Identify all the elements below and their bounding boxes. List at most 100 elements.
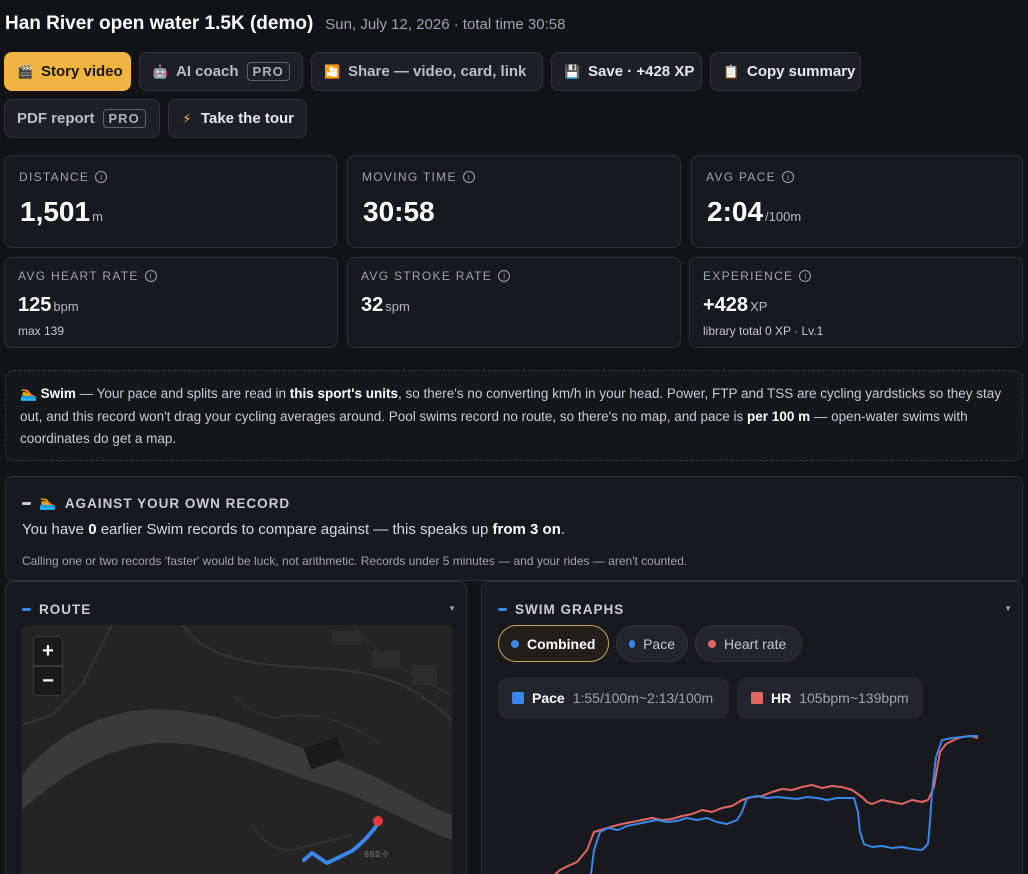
activity-date-total-time: Sun, July 12, 2026 · total time 30:58 bbox=[325, 16, 566, 33]
tab-combined[interactable]: Combined bbox=[498, 625, 609, 662]
tab-label: Combined bbox=[527, 635, 596, 652]
floppy-disk-icon: 💾 bbox=[564, 63, 581, 79]
swimmer-icon: 🏊 bbox=[20, 386, 37, 401]
own-record-panel: 🏊 AGAINST YOUR OWN RECORD You have 0 ear… bbox=[5, 476, 1023, 581]
stat-unit: bpm bbox=[53, 299, 79, 314]
record-text: You have bbox=[22, 521, 89, 538]
own-record-header[interactable]: 🏊 AGAINST YOUR OWN RECORD bbox=[22, 495, 290, 511]
take-tour-label: Take the tour bbox=[200, 110, 294, 127]
own-record-title: AGAINST YOUR OWN RECORD bbox=[64, 495, 291, 511]
section-dash-icon bbox=[22, 608, 31, 611]
chevron-down-icon[interactable]: ▼ bbox=[1004, 604, 1012, 613]
pace-series-line bbox=[589, 735, 978, 874]
combined-graph[interactable] bbox=[482, 732, 1022, 874]
record-count: 0 bbox=[88, 521, 97, 538]
swim-graphs-header[interactable]: SWIM GRAPHS bbox=[498, 602, 624, 617]
note-bold: this sport's units bbox=[289, 386, 398, 401]
note-text: , so there's no converting km/h in your … bbox=[20, 386, 1002, 424]
pace-swatch bbox=[512, 692, 524, 704]
take-tour-button[interactable]: ⚡ Take the tour bbox=[168, 99, 307, 138]
copy-summary-label: Copy summary bbox=[747, 63, 856, 80]
hr-series-line bbox=[553, 735, 979, 874]
stat-label: AVG STROKE RATE bbox=[361, 269, 493, 283]
stat-card-avg-pace: AVG PACE i 2:04/100m bbox=[691, 155, 1023, 248]
legend-pace: Pace 1:55/100m~2:13/100m bbox=[498, 677, 729, 719]
zoom-in-button[interactable]: + bbox=[33, 636, 63, 666]
own-record-footnote: Calling one or two records 'faster' woul… bbox=[22, 554, 688, 568]
record-text: . bbox=[560, 521, 566, 538]
stat-unit: spm bbox=[385, 299, 410, 314]
stat-value: 32 bbox=[361, 294, 384, 316]
robot-icon: 🤖 bbox=[152, 63, 169, 79]
legend-hr-name: HR bbox=[771, 690, 792, 706]
stat-card-experience: EXPERIENCE i +428 XP library total 0 XP · … bbox=[689, 257, 1023, 348]
share-icon: 🎦 bbox=[324, 63, 341, 79]
stat-unit: m bbox=[92, 209, 103, 224]
video-icon: 🎬 bbox=[17, 63, 34, 79]
info-icon[interactable]: i bbox=[781, 171, 794, 183]
activity-title: Han River open water 1.5K (demo) bbox=[5, 13, 314, 34]
save-button[interactable]: 💾 Save · +428 XP bbox=[551, 52, 702, 91]
story-video-button[interactable]: 🎬 Story video bbox=[4, 52, 131, 91]
pdf-report-label: PDF report bbox=[17, 110, 95, 127]
route-header[interactable]: ROUTE bbox=[22, 602, 91, 617]
pace-dot-icon bbox=[511, 639, 519, 648]
clipboard-icon: 📋 bbox=[723, 63, 740, 79]
lightning-icon: ⚡ bbox=[182, 110, 192, 126]
stat-label: AVG HEART RATE bbox=[18, 269, 139, 283]
hr-dot-icon bbox=[708, 639, 716, 648]
stat-label: MOVING TIME bbox=[362, 170, 457, 184]
chevron-down-icon[interactable]: ▼ bbox=[448, 604, 456, 613]
stat-unit: XP bbox=[750, 299, 768, 314]
info-icon[interactable]: i bbox=[95, 171, 108, 183]
note-text: — Your pace and splits are read in bbox=[75, 386, 290, 401]
tab-label: Pace bbox=[643, 635, 675, 652]
pro-badge: PRO bbox=[102, 109, 146, 128]
stat-card-avg-heart-rate: AVG HEART RATE i 125 bpm max 139 bbox=[4, 257, 338, 348]
tab-label: Heart rate bbox=[724, 635, 787, 652]
swim-graphs-panel: SWIM GRAPHS ▼ Combined Pace Heart rate P… bbox=[481, 581, 1023, 874]
pro-badge: PRO bbox=[246, 62, 290, 81]
stat-value: 2:04 bbox=[707, 196, 764, 227]
sport-units-note: 🏊 Swim — Your pace and splits are read i… bbox=[5, 370, 1023, 461]
tab-pace[interactable]: Pace bbox=[616, 625, 688, 662]
record-threshold: from 3 on bbox=[492, 521, 561, 538]
route-panel: ROUTE ▼ 88호수 + − bbox=[5, 581, 467, 874]
stat-unit: /100m bbox=[765, 209, 802, 224]
info-icon[interactable]: i bbox=[144, 270, 157, 282]
share-button[interactable]: 🎦 Share — video, card, link bbox=[311, 52, 543, 91]
note-bold: per 100 m bbox=[747, 408, 811, 424]
pace-dot-icon bbox=[629, 639, 636, 648]
route-end-marker bbox=[373, 816, 383, 826]
info-icon[interactable]: i bbox=[799, 270, 812, 282]
stat-value: 30:58 bbox=[363, 196, 435, 227]
legend-pace-name: Pace bbox=[532, 690, 565, 706]
tab-heart-rate[interactable]: Heart rate bbox=[695, 625, 802, 662]
legend-pace-range: 1:55/100m~2:13/100m bbox=[572, 690, 714, 706]
stat-sub: library total 0 XP · Lv.1 bbox=[703, 324, 824, 338]
swim-graphs-title: SWIM GRAPHS bbox=[515, 602, 625, 617]
map-place-label: 88호수 bbox=[364, 850, 389, 859]
share-label: Share — video, card, link bbox=[348, 63, 527, 80]
zoom-out-button[interactable]: − bbox=[33, 666, 63, 696]
stat-card-avg-stroke-rate: AVG STROKE RATE i 32 spm bbox=[347, 257, 681, 348]
stat-label: AVG PACE bbox=[706, 170, 776, 184]
ai-coach-label: AI coach bbox=[176, 63, 239, 80]
story-video-label: Story video bbox=[41, 63, 123, 80]
info-icon[interactable]: i bbox=[462, 171, 475, 183]
route-map[interactable]: 88호수 + − bbox=[22, 625, 452, 874]
copy-summary-button[interactable]: 📋 Copy summary bbox=[710, 52, 861, 91]
save-label: Save · +428 XP bbox=[588, 63, 695, 80]
stat-card-moving-time: MOVING TIME i 30:58 bbox=[347, 155, 681, 248]
own-record-text: You have 0 earlier Swim records to compa… bbox=[22, 521, 565, 538]
info-icon[interactable]: i bbox=[498, 270, 511, 282]
hr-swatch bbox=[751, 692, 763, 704]
stat-value: 1,501 bbox=[20, 196, 91, 227]
note-sport: Swim bbox=[40, 386, 76, 401]
map-tiles: 88호수 bbox=[22, 625, 452, 865]
ai-coach-button[interactable]: 🤖 AI coach PRO bbox=[139, 52, 303, 91]
pdf-report-button[interactable]: PDF report PRO bbox=[4, 99, 160, 138]
legend-hr-range: 105bpm~139bpm bbox=[799, 690, 909, 706]
stat-value: 125 bbox=[18, 294, 52, 316]
route-track bbox=[302, 821, 380, 865]
